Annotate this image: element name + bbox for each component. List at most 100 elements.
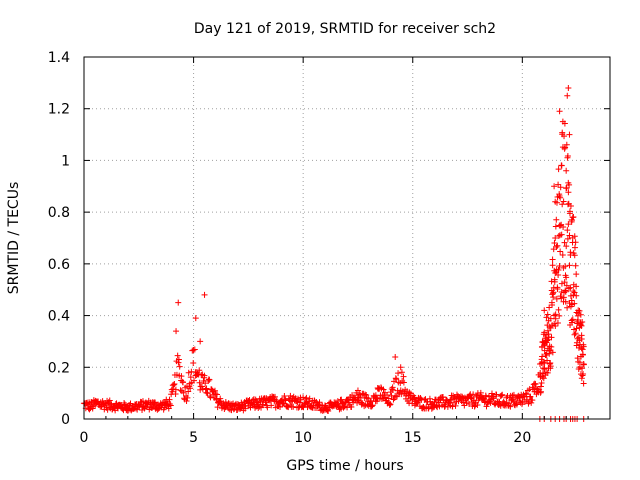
x-tick-label: 20 — [513, 430, 531, 446]
data-point — [196, 379, 203, 386]
data-point — [395, 370, 402, 377]
data-point — [191, 346, 198, 353]
data-point-spike — [568, 216, 575, 223]
data-point — [172, 386, 179, 393]
data-point-spike — [197, 338, 204, 345]
data-point — [557, 248, 564, 255]
data-point — [579, 365, 586, 372]
data-point — [562, 298, 569, 305]
data-point — [580, 371, 587, 378]
data-point — [558, 295, 565, 302]
data-point — [571, 252, 578, 259]
data-point-spike — [566, 131, 573, 138]
data-point — [387, 401, 394, 408]
data-point — [532, 381, 539, 388]
data-point — [191, 377, 198, 384]
data-point — [369, 402, 376, 409]
data-point-spike — [564, 92, 571, 99]
data-point — [179, 379, 186, 386]
x-tick-label: 15 — [404, 430, 422, 446]
data-point — [170, 381, 177, 388]
y-tick-label: 0.8 — [48, 205, 70, 221]
data-point — [178, 373, 185, 380]
data-point — [564, 235, 571, 242]
data-point — [171, 380, 178, 387]
data-point-spike — [551, 183, 558, 190]
data-point — [573, 283, 580, 290]
data-point — [564, 304, 571, 311]
data-point — [580, 380, 587, 387]
data-point — [537, 388, 544, 395]
data-point-spike — [565, 85, 572, 92]
data-point — [573, 271, 580, 278]
data-point — [555, 181, 562, 188]
x-tick-labels: 0 5 10 15 20 — [80, 430, 532, 446]
data-point-spike — [397, 364, 404, 371]
data-point — [580, 361, 587, 368]
data-point — [512, 400, 519, 407]
data-point — [540, 358, 547, 365]
data-point — [549, 256, 556, 263]
data-point — [552, 235, 559, 242]
data-point — [555, 232, 562, 239]
data-points — [80, 85, 587, 422]
y-tick-label: 0.2 — [48, 360, 70, 376]
data-point — [194, 370, 201, 377]
data-point — [555, 166, 562, 173]
data-point — [563, 243, 570, 250]
data-point — [566, 181, 573, 188]
data-point — [555, 306, 562, 313]
data-point — [552, 315, 559, 322]
data-point — [549, 349, 556, 356]
data-point — [547, 363, 554, 370]
data-point — [106, 397, 113, 404]
data-point — [400, 379, 407, 386]
data-point — [184, 394, 191, 401]
data-point — [572, 239, 579, 246]
data-point — [551, 312, 558, 319]
data-point — [211, 387, 218, 394]
data-point-spike — [556, 108, 563, 115]
data-point — [579, 346, 586, 353]
data-point — [571, 300, 578, 307]
data-point — [571, 244, 578, 251]
data-point — [187, 374, 194, 381]
data-point-spike — [580, 343, 587, 350]
data-point — [471, 403, 478, 410]
data-point — [565, 221, 572, 228]
data-point — [566, 262, 573, 269]
data-point — [477, 389, 484, 396]
data-point-spike — [175, 299, 182, 306]
y-tick-label: 0.4 — [48, 309, 70, 325]
data-point — [201, 372, 208, 379]
data-point — [541, 366, 548, 373]
data-point — [499, 391, 506, 398]
data-point — [467, 394, 474, 401]
data-point — [513, 401, 520, 408]
data-point-spike — [575, 307, 582, 314]
data-point — [348, 403, 355, 410]
data-point — [544, 369, 551, 376]
data-point — [548, 278, 555, 285]
data-point — [569, 316, 576, 323]
data-point — [552, 223, 559, 230]
data-point-spike — [354, 387, 361, 394]
data-point — [378, 396, 385, 403]
x-tick-label: 5 — [189, 430, 198, 446]
data-point — [538, 380, 545, 387]
data-point — [565, 189, 572, 196]
data-point — [533, 385, 540, 392]
data-point — [334, 398, 341, 405]
data-point — [367, 398, 374, 405]
data-point — [545, 336, 552, 343]
data-point — [548, 343, 555, 350]
data-point — [175, 356, 182, 363]
data-point-spike — [541, 307, 548, 314]
data-point — [553, 243, 560, 250]
data-point-spike — [548, 299, 555, 306]
data-point-spike — [392, 353, 399, 360]
data-point — [560, 198, 567, 205]
data-point — [388, 385, 395, 392]
data-point — [551, 278, 558, 285]
data-point — [393, 376, 400, 383]
